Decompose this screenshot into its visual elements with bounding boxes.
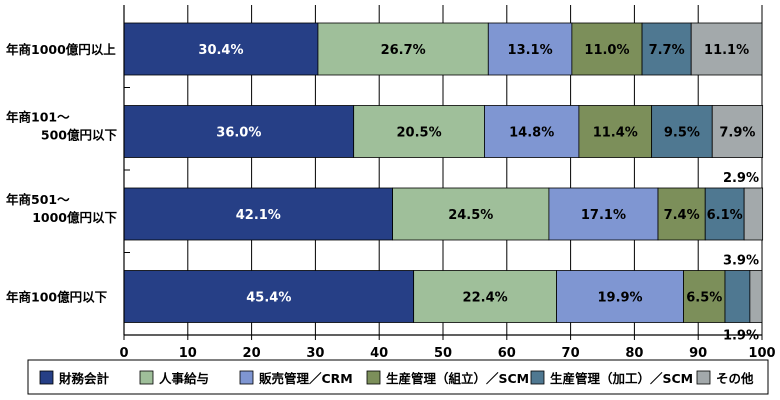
data-label: 2.9%	[723, 171, 759, 186]
data-label: 7.4%	[664, 208, 700, 223]
data-label: 7.7%	[649, 43, 685, 58]
x-tick-label: 90	[689, 346, 707, 361]
category-label: 500億円以下	[41, 128, 118, 143]
legend-swatch	[139, 370, 154, 385]
data-label: 13.1%	[508, 43, 553, 58]
bar-segment	[556, 270, 684, 323]
x-tick-label: 80	[625, 346, 643, 361]
data-label: 22.4%	[463, 291, 508, 306]
legend-label: 生産管理（加工）／SCM	[550, 371, 693, 386]
x-tick-label: 40	[370, 346, 388, 361]
data-label: 11.1%	[704, 43, 749, 58]
data-label: 14.8%	[509, 126, 554, 141]
legend-label: その他	[716, 371, 754, 386]
bar-segment	[487, 22, 573, 76]
data-label: 24.5%	[448, 208, 493, 223]
bar-segment	[641, 22, 692, 76]
x-tick-label: 20	[243, 346, 261, 361]
bar-segment	[392, 187, 550, 241]
legend-label: 財務会計	[58, 371, 110, 386]
legend-swatch	[530, 370, 545, 385]
data-label: 3.9%	[723, 254, 759, 269]
bar-segment	[743, 187, 764, 241]
legend: 財務会計 人事給与 販売管理／CRM 生産管理（組立）／SCM 生産管理（加工）／SCM…	[27, 359, 769, 395]
bar-segment	[484, 105, 580, 158]
bar-segment	[571, 22, 643, 76]
data-labels: 30.4% 26.7% 13.1% 11.0% 7.7% 11.1% 36.0% 20.5% 1…	[198, 43, 759, 344]
x-tick-label: 10	[179, 346, 197, 361]
x-tick-label: 100	[748, 346, 775, 361]
legend-label: 生産管理（組立）／SCM	[386, 371, 529, 386]
data-label: 7.9%	[719, 126, 755, 141]
category-label: 1000億円以下	[32, 210, 117, 225]
legend-swatch	[39, 370, 54, 385]
category-label: 年商100億円以下	[6, 290, 108, 305]
data-label: 11.4%	[593, 126, 638, 141]
bar-segment	[123, 270, 415, 323]
data-label: 42.1%	[236, 208, 281, 223]
bar-segment	[578, 105, 653, 158]
legend-swatch	[239, 370, 254, 385]
bar-segment	[123, 105, 355, 158]
x-tick-label: 50	[434, 346, 452, 361]
category-label: 年商1000億円以上	[6, 42, 116, 57]
legend-label: 人事給与	[159, 371, 209, 386]
data-label: 36.0%	[216, 126, 261, 141]
data-label: 1.9%	[723, 329, 759, 344]
x-tick-label: 30	[306, 346, 324, 361]
data-label: 20.5%	[397, 126, 442, 141]
bar-segment	[317, 22, 489, 76]
legend-swatch	[696, 370, 711, 385]
bar-segment	[711, 105, 764, 158]
data-label: 30.4%	[198, 43, 243, 58]
category-label: 年商501～	[6, 192, 70, 207]
bar-segment	[548, 187, 659, 241]
bars	[123, 22, 764, 323]
data-label: 26.7%	[381, 43, 426, 58]
bar-segment	[749, 270, 763, 323]
data-label: 6.1%	[707, 208, 743, 223]
legend-label: 販売管理／CRM	[259, 371, 353, 386]
bar-segment	[657, 187, 706, 241]
data-label: 17.1%	[581, 208, 626, 223]
data-label: 6.5%	[686, 291, 722, 306]
bar-segment	[651, 105, 713, 158]
bar-segment	[413, 270, 557, 323]
data-label: 9.5%	[664, 126, 700, 141]
category-label: 年商101～	[6, 110, 70, 125]
x-tick-label: 0	[119, 346, 128, 361]
x-tick-label: 60	[498, 346, 516, 361]
legend-swatch	[366, 370, 381, 385]
bar-segment	[683, 270, 726, 323]
data-label: 11.0%	[584, 43, 629, 58]
bar-segment	[123, 187, 393, 241]
bar-segment	[123, 22, 319, 76]
x-axis: 0 10 20 30 40 50 60 70 80 90 100	[119, 5, 776, 361]
data-label: 19.9%	[597, 291, 642, 306]
data-label: 45.4%	[246, 291, 291, 306]
x-tick-label: 70	[562, 346, 580, 361]
bar-segment	[690, 22, 763, 76]
bar-segment	[704, 187, 745, 241]
bar-segment	[724, 270, 751, 323]
